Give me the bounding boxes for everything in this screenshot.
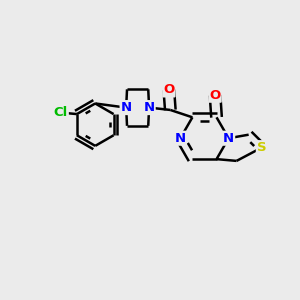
- Text: N: N: [175, 132, 186, 145]
- Text: O: O: [163, 83, 175, 96]
- Text: N: N: [223, 132, 234, 145]
- Text: O: O: [209, 89, 221, 102]
- Text: S: S: [257, 141, 266, 154]
- Text: N: N: [144, 101, 155, 114]
- Text: N: N: [121, 101, 132, 114]
- Text: Cl: Cl: [54, 106, 68, 119]
